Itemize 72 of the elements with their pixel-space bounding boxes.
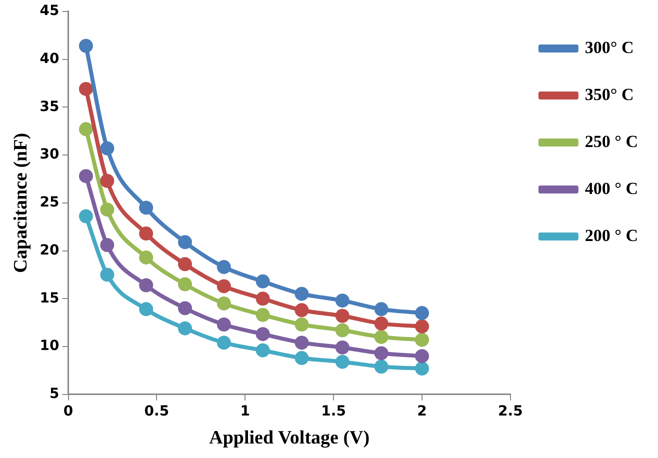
point [414, 306, 429, 320]
point [216, 336, 231, 350]
point [78, 169, 93, 184]
point [178, 257, 192, 272]
legend-label: 400 ° C [584, 178, 638, 198]
y-tick-label: 5 [50, 386, 60, 402]
point [256, 308, 270, 322]
point [335, 340, 350, 354]
point [139, 278, 154, 292]
legend-label: 300° C [584, 38, 634, 57]
x-tick-label: 0 [63, 403, 74, 420]
point [335, 323, 350, 338]
y-axis-title: Capacitance (nF) [10, 132, 32, 273]
point [374, 360, 388, 374]
y-tick-label: 15 [40, 290, 60, 306]
x-tick-label: 1.5 [321, 403, 346, 420]
y-tick-label: 25 [40, 194, 60, 211]
point [216, 296, 231, 310]
y-tick-label: 40 [40, 50, 60, 67]
point [414, 362, 429, 376]
point [178, 277, 192, 292]
legend-label: 250 ° C [584, 132, 638, 151]
y-tick-label: 10 [40, 338, 60, 354]
point [256, 292, 270, 306]
x-tick-label: 2 [417, 403, 427, 420]
point [78, 122, 93, 136]
point [78, 38, 93, 53]
y-tick-label: 35 [40, 98, 60, 115]
point [294, 303, 309, 318]
point [100, 238, 114, 252]
point [294, 286, 309, 301]
point [178, 321, 192, 336]
point [335, 354, 350, 369]
point [294, 336, 309, 350]
point [139, 302, 154, 316]
y-tick-label: 20 [40, 242, 60, 258]
point [216, 279, 231, 294]
y-tick-label: 30 [40, 146, 60, 163]
point [78, 82, 93, 96]
point [374, 330, 388, 344]
point [256, 327, 270, 342]
point [139, 250, 154, 264]
point [335, 294, 350, 308]
point [414, 332, 429, 347]
point [139, 200, 154, 215]
point [256, 343, 270, 358]
y-tick-label: 45 [40, 3, 60, 20]
point [100, 202, 114, 217]
point [216, 260, 231, 274]
point [100, 174, 114, 188]
x-axis-title: Applied Voltage (V) [209, 428, 370, 449]
x-tick-label: 2.5 [498, 403, 523, 420]
point [178, 301, 192, 316]
point [374, 316, 388, 331]
x-tick-label: 1 [240, 403, 250, 420]
point [100, 141, 114, 156]
legend-label: 350° C [584, 84, 634, 104]
point [216, 318, 231, 332]
point [294, 351, 309, 366]
point [374, 346, 388, 360]
point [139, 226, 154, 241]
point [374, 302, 388, 316]
point [256, 274, 270, 288]
point [335, 308, 350, 323]
point [294, 318, 309, 332]
legend-label: 200 ° C [584, 226, 638, 245]
point [78, 209, 93, 224]
point [178, 235, 192, 250]
point [100, 268, 114, 282]
point [414, 319, 429, 334]
point [414, 349, 429, 364]
x-tick-label: 0.5 [144, 403, 170, 420]
